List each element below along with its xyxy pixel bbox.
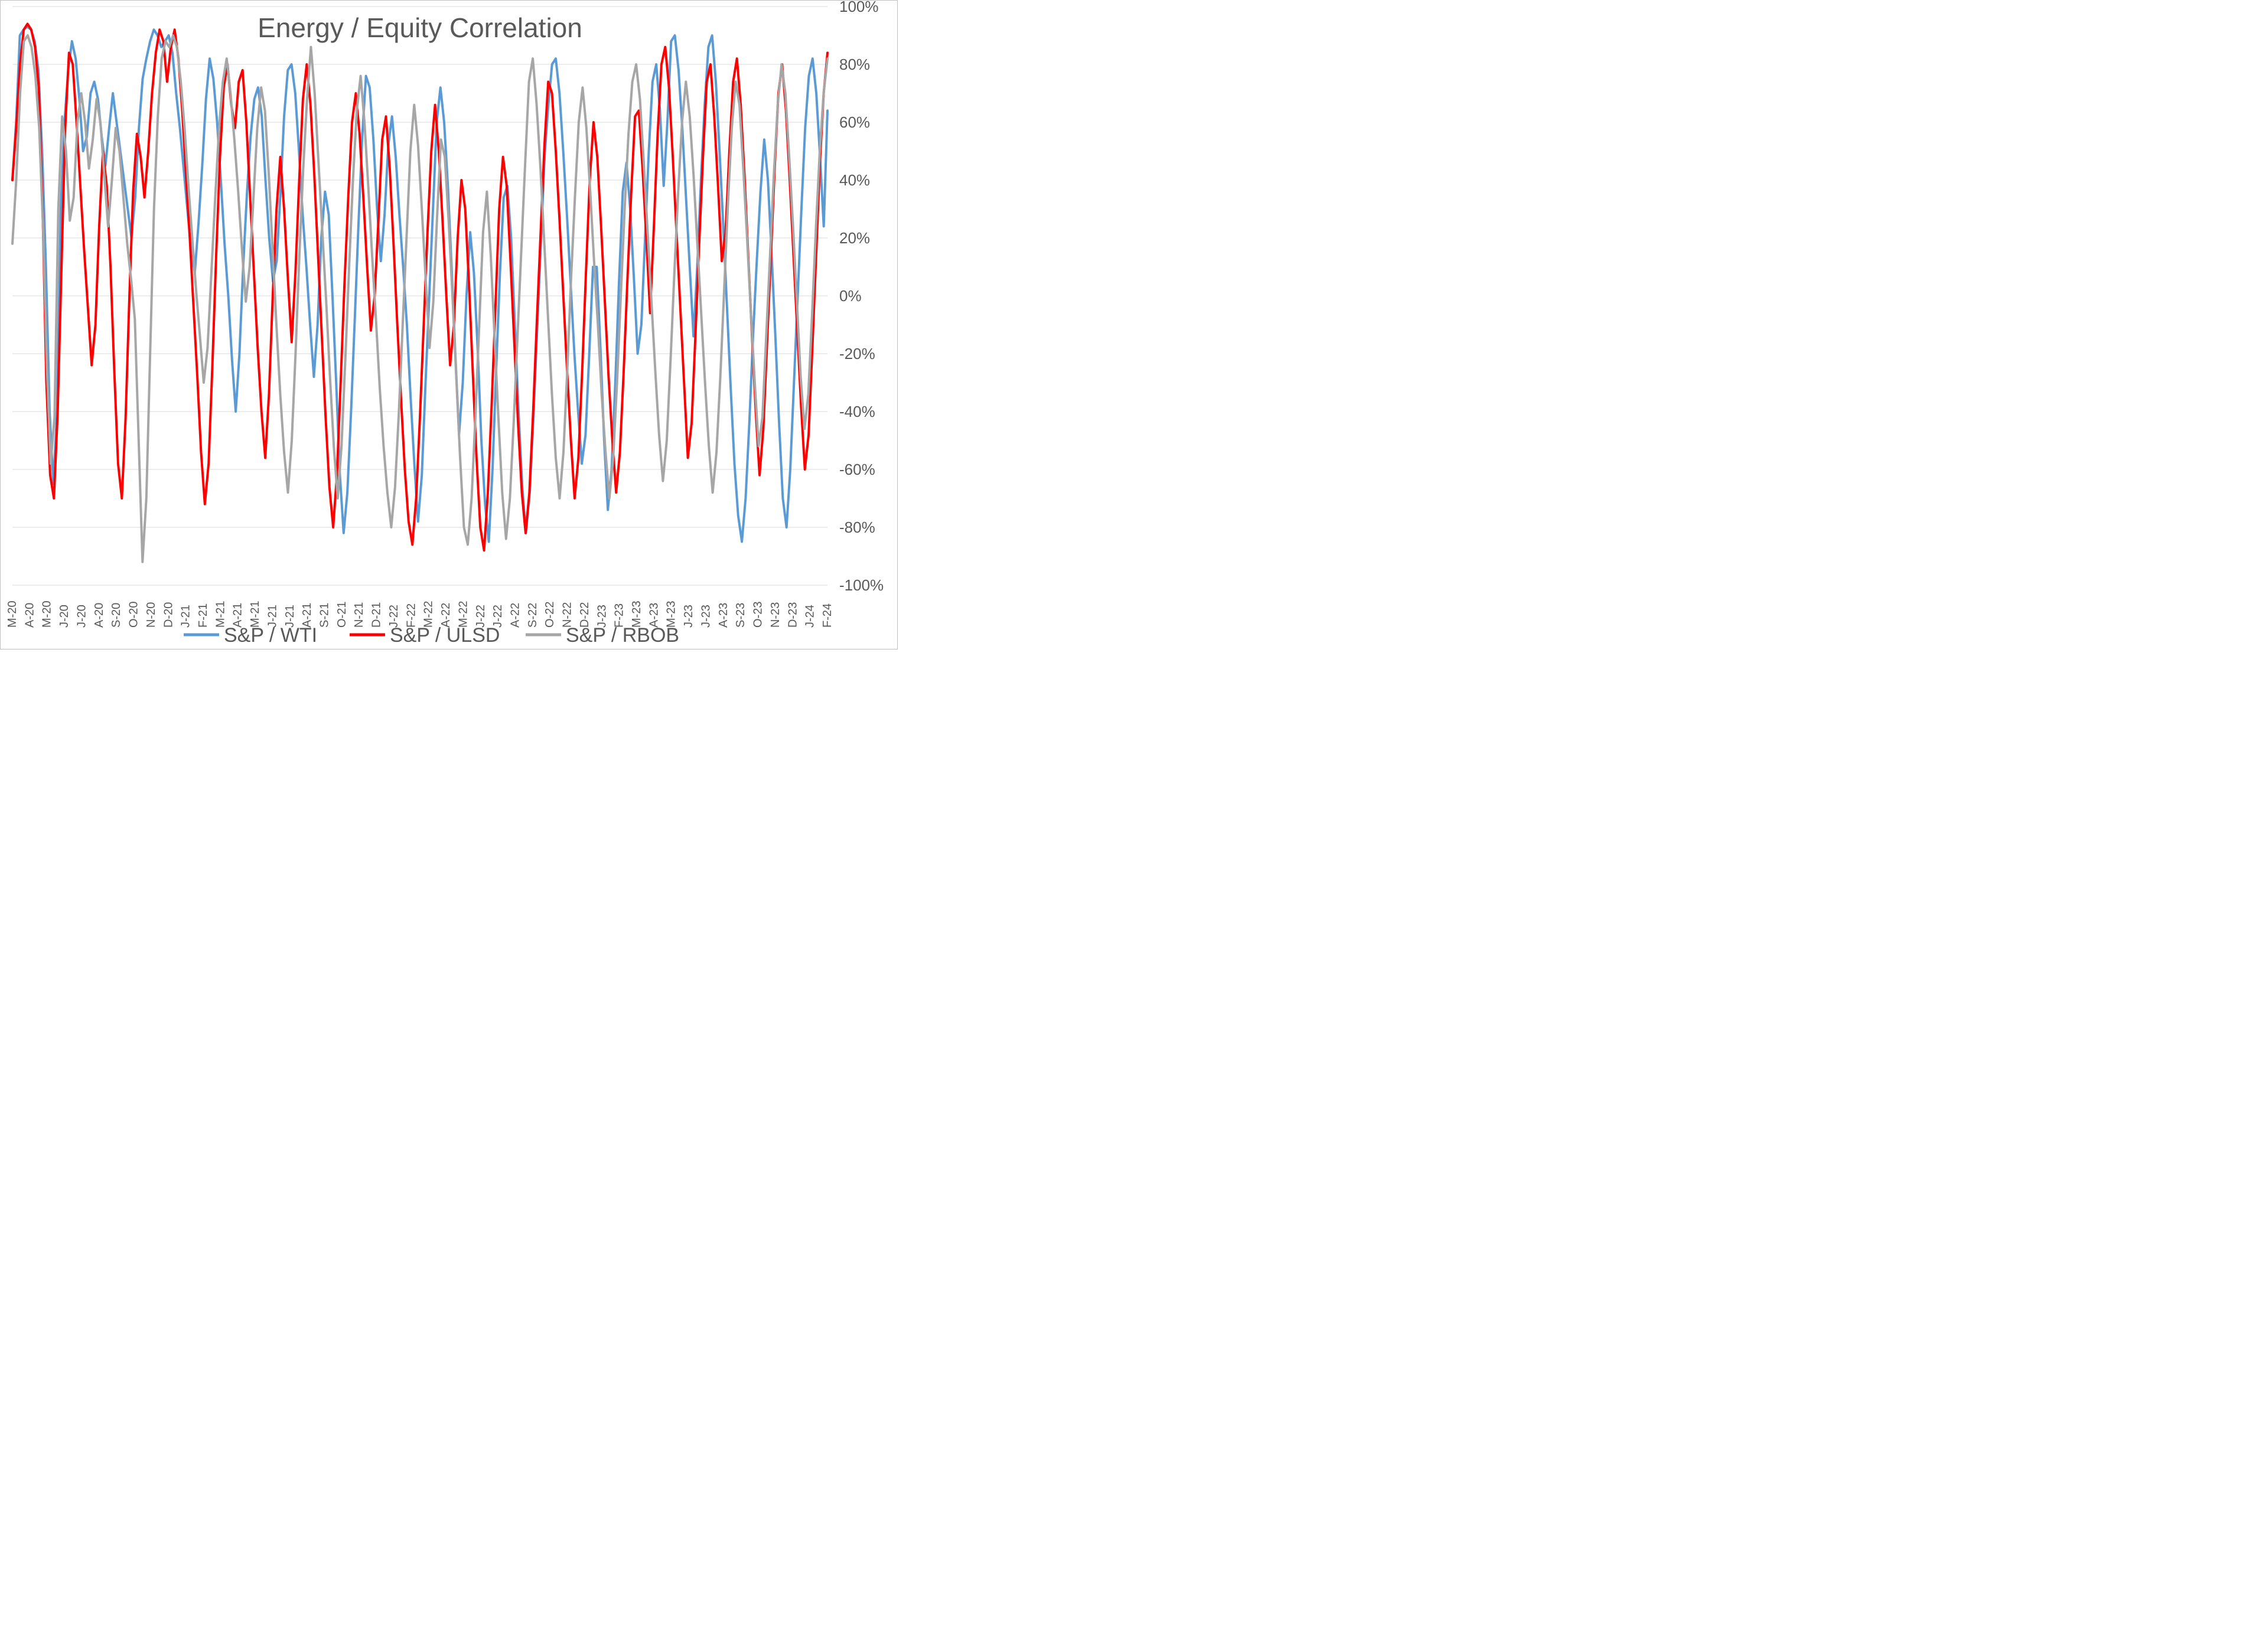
y-tick-label: 80% <box>839 56 870 73</box>
series-s-p-ulsd <box>12 24 827 550</box>
x-tick-label: A-23 <box>717 603 730 628</box>
y-tick-label: -60% <box>839 461 875 478</box>
x-tick-label: J-24 <box>804 605 817 628</box>
x-tick-label: S-20 <box>110 603 123 628</box>
x-tick-label: M-20 <box>41 600 54 628</box>
x-tick-label: D-21 <box>370 602 383 628</box>
x-tick-label: O-23 <box>752 602 765 628</box>
legend-label: S&P / ULSD <box>390 624 500 647</box>
y-tick-label: 60% <box>839 113 870 131</box>
x-tick-label: J-20 <box>75 605 88 628</box>
x-tick-label: M-20 <box>6 600 19 628</box>
chart-title: Energy / Equity Correlation <box>258 12 582 43</box>
x-tick-label: F-24 <box>821 603 834 628</box>
y-tick-label: 0% <box>839 287 862 305</box>
y-tick-label: 100% <box>839 1 879 15</box>
x-tick-label: A-20 <box>23 603 36 628</box>
y-tick-label: 20% <box>839 229 870 247</box>
legend-label: S&P / RBOB <box>566 624 679 647</box>
x-tick-label: J-23 <box>699 605 712 628</box>
x-tick-label: A-22 <box>509 603 522 628</box>
x-tick-label: D-23 <box>786 602 799 628</box>
x-tick-label: S-23 <box>734 603 747 628</box>
x-tick-label: D-20 <box>162 602 175 628</box>
x-tick-label: F-21 <box>197 603 210 628</box>
x-tick-label: J-23 <box>682 605 695 628</box>
y-tick-label: -40% <box>839 403 875 420</box>
x-tick-label: J-20 <box>58 605 71 628</box>
x-tick-label: O-20 <box>128 602 141 628</box>
x-tick-label: O-22 <box>543 602 556 628</box>
correlation-line-chart: 100% 80% 60% 40% 20% 0% -20% -40% -60% -80% -100% E… <box>1 1 898 650</box>
y-tick-label: -100% <box>839 576 884 594</box>
x-tick-label: N-21 <box>353 602 366 628</box>
x-tick-label: S-21 <box>318 603 331 628</box>
legend-label: S&P / WTI <box>224 624 317 647</box>
x-tick-label: A-20 <box>93 603 106 628</box>
y-tick-label: -80% <box>839 518 875 536</box>
chart-container: 100% 80% 60% 40% 20% 0% -20% -40% -60% -80% -100% E… <box>0 0 898 649</box>
x-tick-label: O-21 <box>335 602 348 628</box>
y-tick-label: -20% <box>839 345 875 363</box>
x-tick-label: N-23 <box>769 602 782 628</box>
x-tick-label: S-22 <box>526 603 539 628</box>
x-tick-label: N-20 <box>145 602 158 628</box>
y-tick-label: 40% <box>839 171 870 189</box>
x-tick-label: J-21 <box>180 605 193 628</box>
